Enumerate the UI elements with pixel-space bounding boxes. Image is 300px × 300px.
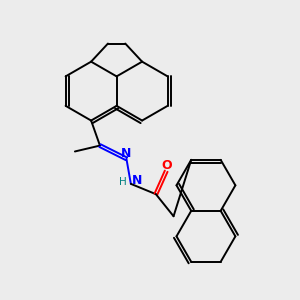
Text: N: N: [121, 147, 132, 160]
Text: O: O: [161, 159, 172, 172]
Text: H: H: [119, 177, 127, 188]
Text: N: N: [132, 174, 142, 188]
